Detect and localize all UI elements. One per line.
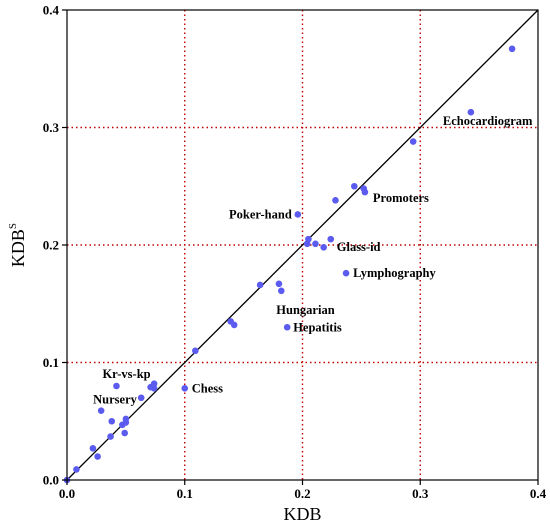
data-point: [107, 433, 114, 440]
y-tick-label: 0.0: [43, 473, 59, 488]
data-point: [320, 244, 327, 251]
data-point: [342, 269, 350, 277]
data-point: [327, 235, 335, 243]
data-point: [256, 281, 264, 289]
data-point: [137, 394, 145, 402]
point-annotation: Lymphography: [353, 266, 436, 280]
data-point: [122, 419, 130, 426]
data-point: [278, 287, 285, 295]
data-points: [63, 45, 516, 484]
data-point: [312, 240, 319, 248]
x-tick-label: 0.3: [412, 486, 429, 501]
y-axis-ticks: 0.0 0.1 0.2 0.3 0.4: [43, 3, 67, 488]
data-point: [121, 429, 128, 437]
point-annotation: Chess: [192, 381, 223, 395]
point-annotation: Hepatitis: [293, 320, 342, 334]
y-axis-title-main: KDB: [8, 229, 28, 267]
point-annotation: Promoters: [373, 191, 429, 205]
data-point: [467, 108, 475, 116]
data-point: [275, 280, 283, 288]
x-tick-label: 0.4: [530, 486, 547, 501]
point-annotation: Nursery: [93, 393, 137, 407]
point-annotation: Echocardiogram: [443, 114, 533, 128]
point-annotation: Poker-hand: [229, 207, 292, 221]
data-point: [361, 188, 369, 196]
x-axis-title: KDB: [283, 504, 321, 524]
data-point: [332, 197, 339, 204]
y-tick-label: 0.3: [43, 120, 60, 135]
data-point: [150, 385, 158, 392]
data-point: [94, 453, 101, 460]
data-point: [305, 235, 312, 243]
x-tick-label: 0.1: [177, 486, 193, 501]
point-annotation: Hungarian: [276, 303, 334, 317]
x-tick-label: 0.2: [294, 486, 310, 501]
point-annotations: Echocardiogram Promoters Poker-hand Glass-i…: [93, 114, 533, 406]
data-point: [230, 321, 238, 329]
point-annotation: Kr-vs-kp: [102, 367, 150, 381]
y-axis-title-superscript: S: [7, 223, 19, 229]
y-axis-title: KDBS: [7, 223, 28, 267]
data-point: [351, 182, 358, 190]
data-point: [283, 323, 291, 331]
data-point: [97, 407, 105, 414]
data-point: [150, 380, 158, 387]
x-axis-ticks: 0.0 0.1 0.2 0.3 0.4: [59, 480, 547, 501]
data-point: [294, 211, 302, 218]
diagonal-reference-line: [66, 9, 539, 481]
y-tick-label: 0.1: [43, 355, 59, 370]
data-point: [409, 138, 417, 145]
data-point: [108, 417, 116, 425]
y-tick-label: 0.2: [43, 238, 59, 253]
data-point: [181, 385, 189, 392]
data-point: [192, 347, 199, 355]
y-tick-label: 0.4: [43, 3, 60, 18]
x-tick-label: 0.0: [59, 486, 75, 501]
data-point: [113, 382, 120, 390]
point-annotation: Glass-id: [337, 240, 381, 254]
data-point: [89, 444, 97, 452]
data-point: [73, 466, 80, 473]
data-point: [508, 45, 516, 53]
